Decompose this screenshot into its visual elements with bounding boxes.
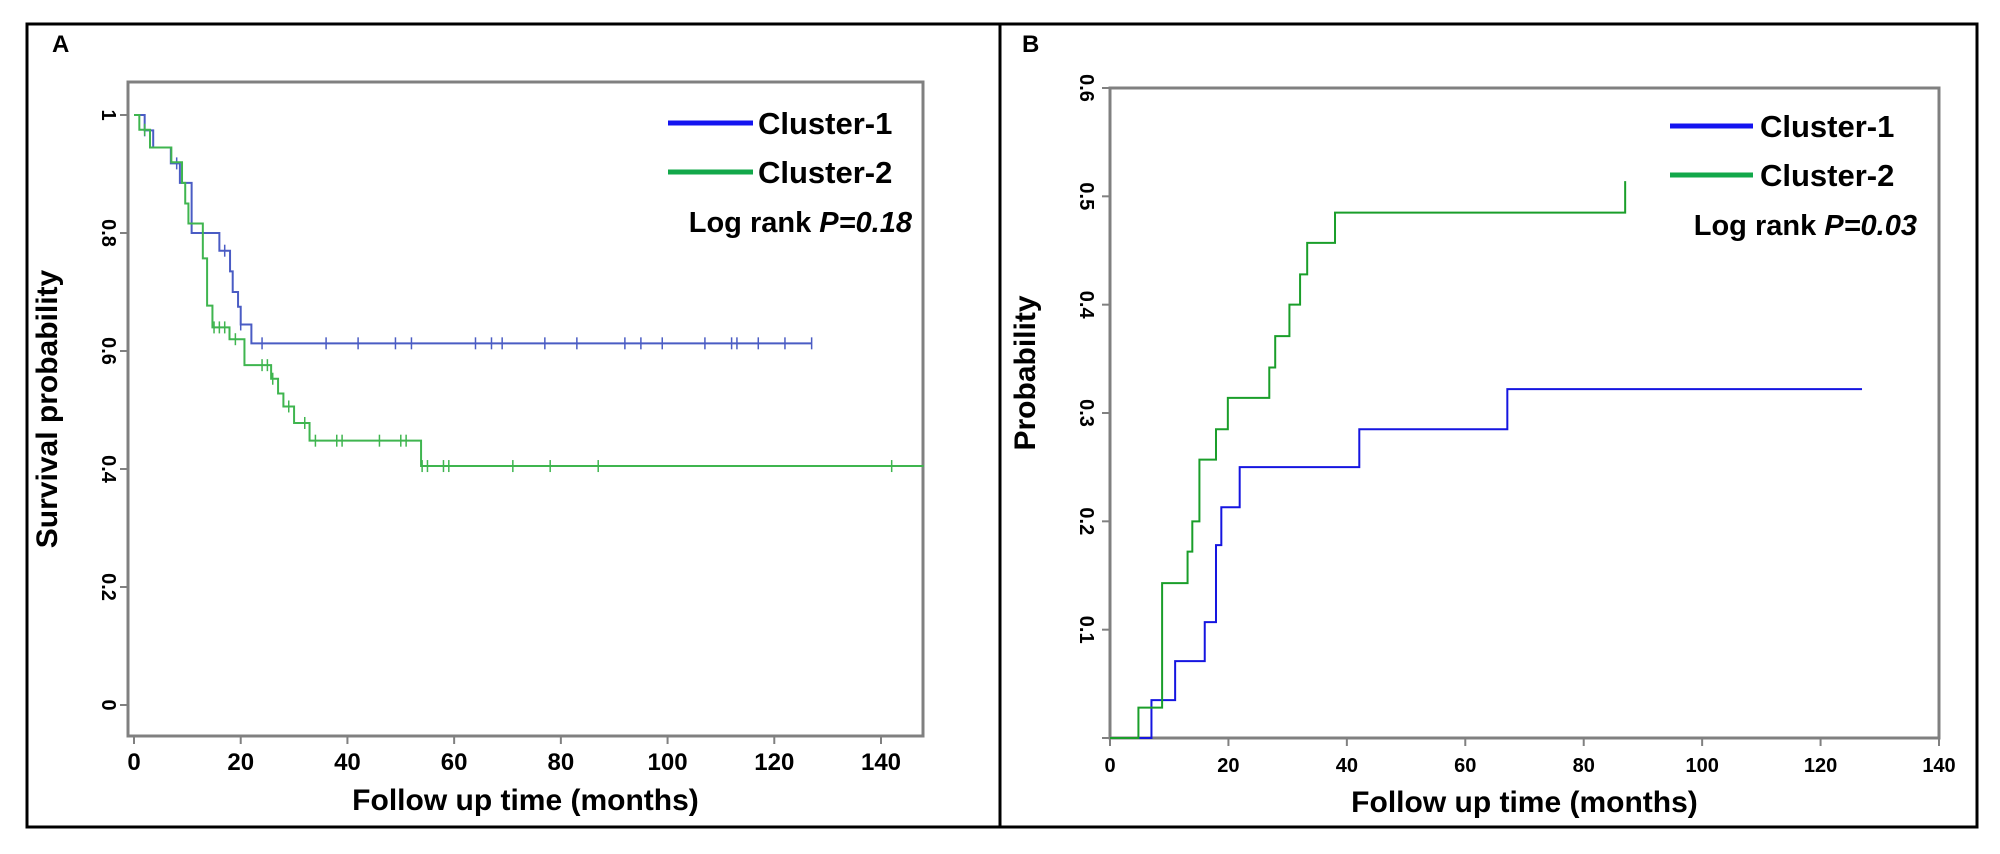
x-tick-label: 140 bbox=[861, 749, 901, 776]
x-tick-label: 0 bbox=[127, 749, 140, 776]
y-tick-label: 0.2 bbox=[97, 573, 119, 601]
x-tick-label: 20 bbox=[227, 749, 254, 776]
x-tick-label: 80 bbox=[1573, 755, 1595, 777]
panel-b-chart: 0 20 40 60 80 100 120 140 0.1 0.2 0.3 0.4 0.5 0.6 Foll… bbox=[1009, 74, 1956, 819]
y-tick-label: 1 bbox=[97, 109, 119, 120]
x-axis-title: Follow up time (months) bbox=[352, 784, 699, 817]
y-tick-label: 0.6 bbox=[1075, 74, 1097, 102]
panel-a-chart: 0 20 40 60 80 100 120 140 0 0.2 0.4 0.6 0.8 1 Follow u… bbox=[31, 80, 925, 817]
legend-label-cluster-2: Cluster-2 bbox=[758, 155, 892, 190]
y-tick-label: 0.2 bbox=[1075, 507, 1097, 535]
log-rank-p-value: P=0.18 bbox=[819, 207, 913, 239]
plot-frame bbox=[126, 80, 925, 738]
series-line-cluster-1 bbox=[134, 114, 812, 345]
x-tick-label: 100 bbox=[648, 749, 688, 776]
x-tick-label: 60 bbox=[441, 749, 468, 776]
series-line-cluster-2 bbox=[134, 114, 924, 468]
legend-label-cluster-1: Cluster-1 bbox=[758, 106, 892, 141]
legend-label-cluster-1: Cluster-1 bbox=[1760, 109, 1894, 144]
y-tick-label: 0.8 bbox=[97, 219, 119, 247]
x-tick-label: 80 bbox=[548, 749, 575, 776]
log-rank-p-value: P=0.03 bbox=[1824, 210, 1917, 242]
x-tick-label: 0 bbox=[1104, 755, 1115, 777]
y-tick-label: 0.5 bbox=[1075, 182, 1097, 210]
x-tick-label: 100 bbox=[1685, 755, 1718, 777]
legend-label-cluster-2: Cluster-2 bbox=[1760, 158, 1894, 193]
panel-a-border bbox=[25, 22, 1002, 829]
x-tick-label: 120 bbox=[754, 749, 794, 776]
x-tick-label: 40 bbox=[334, 749, 361, 776]
x-tick-label: 140 bbox=[1922, 755, 1955, 777]
log-rank-prefix: Log rank bbox=[1694, 210, 1825, 242]
log-rank-prefix: Log rank bbox=[689, 207, 820, 239]
x-tick-label: 20 bbox=[1217, 755, 1239, 777]
x-axis-title: Follow up time (months) bbox=[1351, 786, 1698, 819]
log-rank-annotation: Log rank P=0.03 bbox=[1694, 210, 1917, 242]
y-tick-label: 0 bbox=[97, 699, 119, 710]
y-tick-label: 0.4 bbox=[1075, 291, 1097, 320]
y-axis-title: Survival probability bbox=[31, 269, 64, 548]
series-line-cluster-2 bbox=[1110, 181, 1627, 739]
y-tick-label: 0.3 bbox=[1075, 399, 1097, 427]
panel-a-label: A bbox=[52, 31, 69, 58]
y-tick-label: 0.1 bbox=[1075, 616, 1097, 644]
y-axis-title: Probability bbox=[1009, 295, 1042, 450]
y-tick-label: 0.4 bbox=[97, 455, 119, 484]
panel-b-border bbox=[998, 22, 1979, 829]
x-tick-label: 40 bbox=[1336, 755, 1358, 777]
panel-b-label: B bbox=[1022, 31, 1039, 58]
x-tick-label: 120 bbox=[1804, 755, 1837, 777]
x-tick-label: 60 bbox=[1454, 755, 1476, 777]
y-tick-label: 0.6 bbox=[97, 337, 119, 365]
series-line-cluster-1 bbox=[1110, 388, 1863, 739]
log-rank-annotation: Log rank P=0.18 bbox=[689, 207, 913, 239]
